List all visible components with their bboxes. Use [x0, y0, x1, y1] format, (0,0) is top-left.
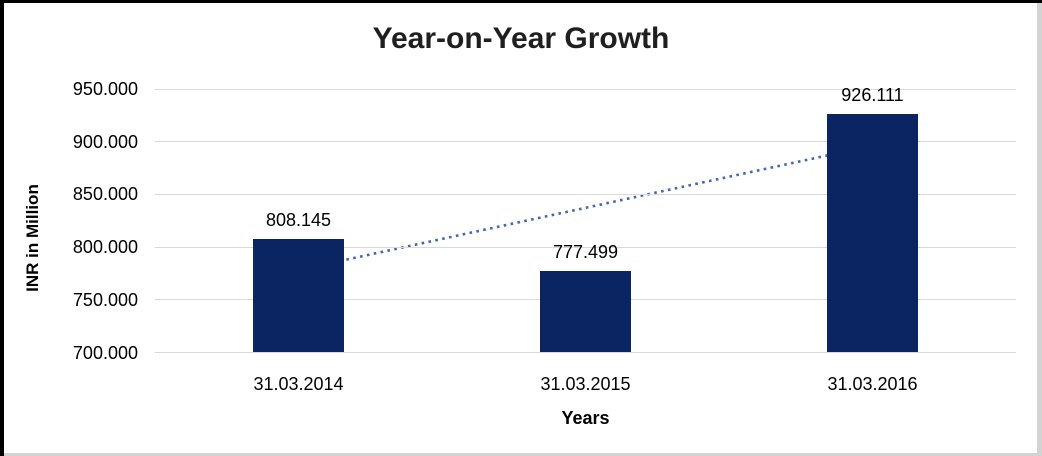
y-axis-title: INR in Million	[23, 184, 42, 292]
bar	[253, 238, 344, 353]
gridline	[155, 88, 1016, 90]
bar-data-label: 926.111	[841, 85, 904, 106]
gridline	[155, 141, 1016, 143]
frame-border-bottom	[0, 453, 1042, 456]
bar	[540, 270, 631, 353]
y-tick-label: 900.000	[72, 131, 138, 152]
chart-title: Year-on-Year Growth	[372, 22, 670, 55]
x-tick-label: 31.03.2016	[827, 374, 918, 394]
y-tick-label: 850.000	[72, 184, 138, 205]
frame-border-right	[1037, 0, 1042, 456]
gridline	[155, 246, 1016, 248]
x-tick-label: 31.03.2015	[540, 374, 631, 394]
gridline	[155, 352, 1016, 353]
y-tick-label: 700.000	[72, 342, 138, 363]
frame-border-left	[0, 0, 4, 456]
y-tick-label: 950.000	[72, 79, 138, 99]
bar-data-label: 777.499	[552, 241, 619, 262]
gridline	[155, 193, 1016, 195]
bar-data-label: 808.145	[265, 209, 332, 230]
x-axis-title: Years	[561, 408, 610, 428]
frame-border-top	[0, 0, 1042, 3]
x-tick-label: 31.03.2014	[253, 374, 344, 394]
bar	[827, 114, 918, 353]
y-tick-label: 800.000	[72, 237, 138, 258]
y-tick-label: 750.000	[72, 289, 138, 310]
